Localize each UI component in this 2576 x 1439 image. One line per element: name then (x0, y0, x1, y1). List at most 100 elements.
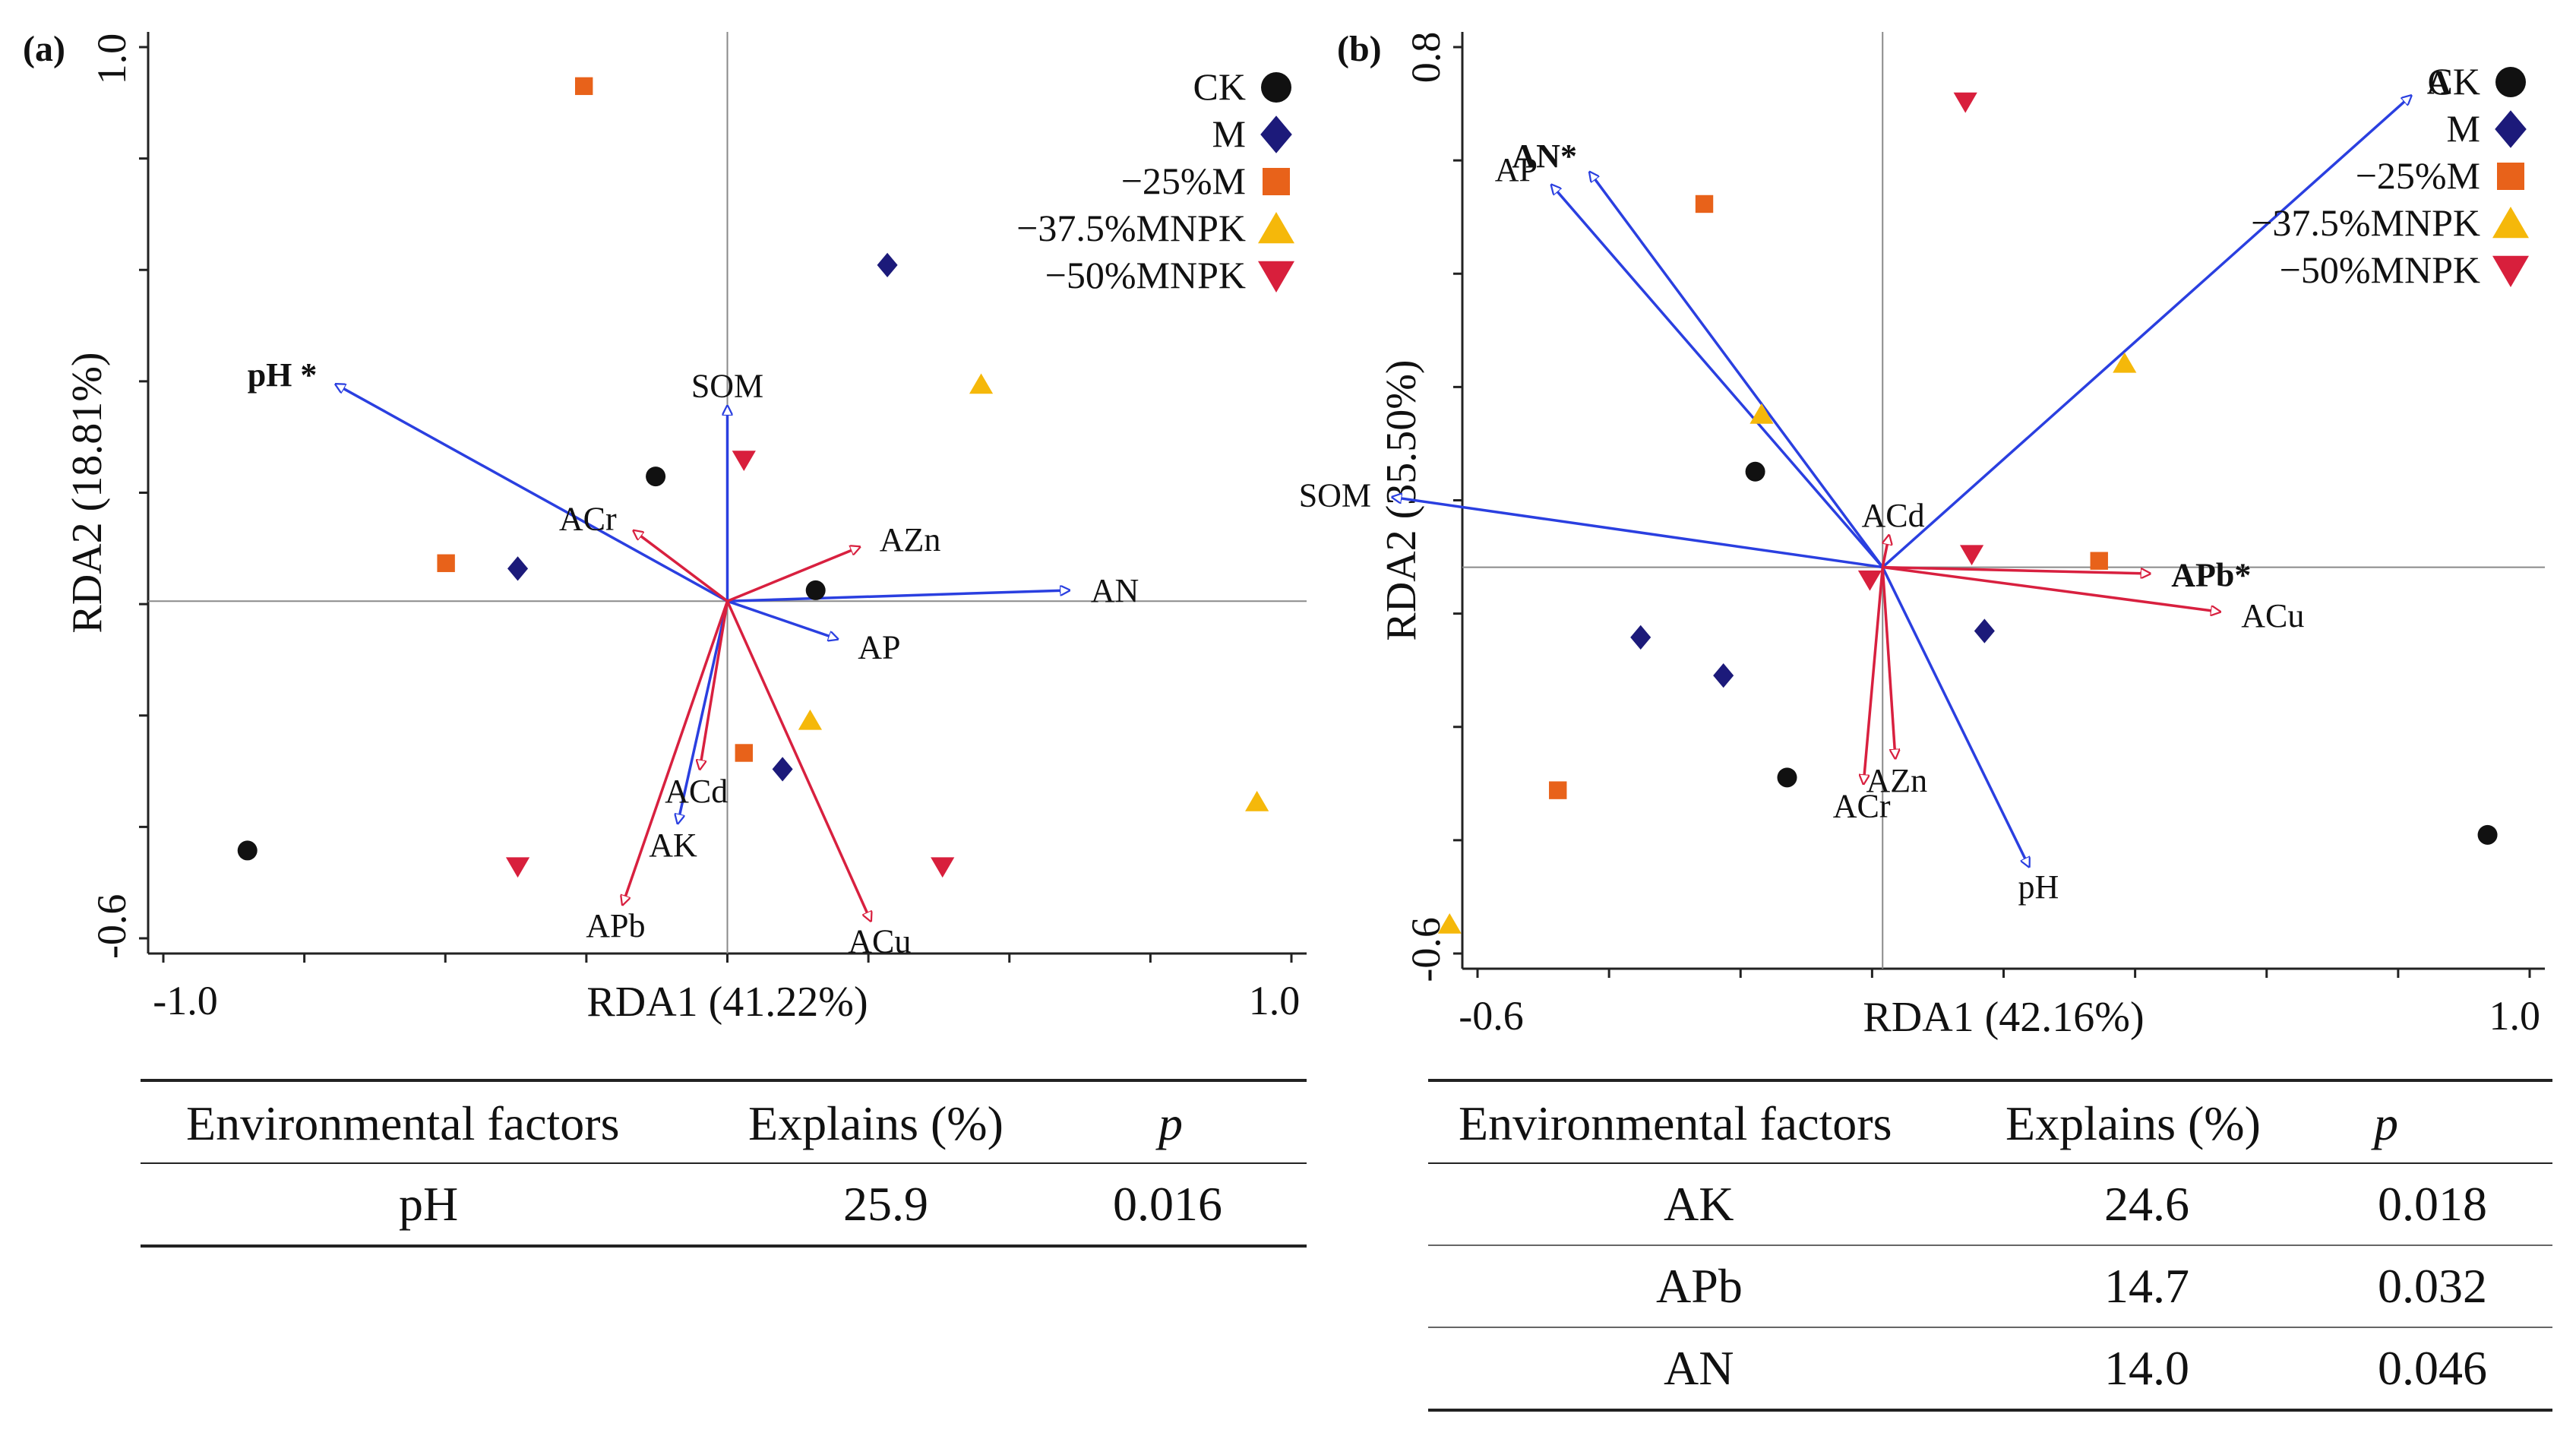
point-minus50MNPK (1857, 570, 1882, 591)
metal-arrow (1882, 565, 2150, 574)
point-minus37MNPK (969, 373, 994, 394)
point-minus25M (574, 77, 593, 96)
table-a-row-p: 0.016 (1113, 1177, 1222, 1231)
table-b-row-rule (1428, 1327, 2552, 1328)
point-minus50MNPK (505, 857, 530, 878)
legend-marker-M (2495, 110, 2527, 148)
table-b-top-rule (1428, 1079, 2552, 1082)
env-arrow (1392, 497, 1883, 569)
table-b-row-p: 0.018 (2378, 1177, 2487, 1231)
point-M (772, 757, 793, 782)
legend-marker-minus50MNPK (1258, 261, 1294, 293)
legend-label: −37.5%MNPK (1016, 207, 1246, 249)
panel-a-rda-plot: -1.0 1.0 -0.6 1.0 RDA1 (41.22%) RDA2 (18.81%)… (23, 29, 1307, 1026)
env-arrow (727, 590, 1070, 602)
y-tick-label: 0.8 (1403, 32, 1449, 84)
point-minus50MNPK (931, 857, 955, 878)
legend-label: −25%M (2356, 154, 2480, 197)
x-tick-label: 1.0 (2489, 993, 2540, 1039)
env-arrow-label: AN (1091, 572, 1139, 609)
point-minus25M (437, 554, 455, 572)
table-a-header-factor: Environmental factors (186, 1096, 620, 1150)
table-b-header-factor: Environmental factors (1459, 1096, 1892, 1150)
legend-marker-minus50MNPK (2492, 255, 2529, 287)
legend-marker-minus37MNPK (2492, 207, 2529, 239)
table-b-row-factor: AK (1664, 1177, 1734, 1231)
metal-arrow (726, 547, 860, 602)
x-tick-label: 1.0 (1249, 978, 1301, 1023)
point-CK (1745, 461, 1765, 482)
legend-label: −50%MNPK (1045, 254, 1246, 296)
table-b-row-factor: AN (1664, 1341, 1734, 1395)
table-b-row-p: 0.046 (2378, 1341, 2487, 1395)
env-arrow (336, 384, 729, 602)
metal-arrow-label: ACr (559, 501, 617, 538)
env-arrow-label: SOM (1299, 476, 1371, 514)
metal-arrow (1881, 567, 1895, 759)
point-minus37MNPK (1245, 790, 1269, 811)
point-M (877, 252, 898, 277)
legend-label: −37.5%MNPK (2251, 201, 2480, 244)
table-a-header-p: p (1158, 1096, 1183, 1150)
table-b-row-explains: 14.0 (2104, 1341, 2189, 1395)
metal-arrow (623, 600, 729, 905)
metal-arrow-label: APb* (2171, 557, 2251, 594)
metal-arrow-label: AZn (1866, 762, 1928, 799)
point-minus50MNPK (1953, 92, 1977, 113)
legend-label: M (2447, 107, 2480, 150)
point-minus25M (2090, 552, 2108, 570)
metal-arrow-label: ACr (1833, 788, 1891, 825)
env-arrow-label: pH * (248, 356, 318, 394)
y-tick-label: 1.0 (89, 33, 134, 85)
metal-arrow (1863, 567, 1884, 784)
y-axis-title: RDA2 (18.81%) (64, 352, 111, 633)
point-CK (646, 466, 666, 487)
env-arrow-label: AK (649, 827, 697, 864)
metal-arrow-label: ACu (848, 923, 911, 960)
env-arrow-label: AN* (1512, 138, 1577, 175)
legend-label: −50%MNPK (2280, 248, 2480, 291)
metal-arrow-label: ACd (665, 773, 728, 810)
legend-marker-CK (1261, 72, 1291, 103)
legend-marker-minus25M (1263, 168, 1290, 195)
y-tick-label: -0.6 (89, 894, 134, 959)
table-a-bottom-rule (141, 1244, 1307, 1248)
table-a-top-rule (141, 1079, 1307, 1082)
env-arrow-label: AP (1495, 151, 1538, 188)
point-minus25M (1549, 781, 1567, 799)
point-minus25M (735, 744, 753, 762)
point-CK (237, 840, 258, 861)
point-M (1630, 625, 1651, 650)
table-a-mid-rule (141, 1162, 1307, 1164)
point-minus37MNPK (1749, 403, 1774, 424)
point-CK (805, 580, 826, 600)
table-b-bottom-rule (1428, 1409, 2552, 1412)
x-axis-title: RDA1 (42.16%) (1863, 994, 2144, 1041)
env-arrow (678, 600, 729, 824)
point-minus25M (1695, 195, 1714, 213)
metal-arrow (1882, 565, 2220, 612)
table-b-row-rule (1428, 1244, 2552, 1246)
table-b-row-factor: APb (1656, 1259, 1743, 1313)
table-b-row-explains: 24.6 (2104, 1177, 2189, 1231)
point-minus50MNPK (1959, 545, 1984, 566)
x-tick-label: -1.0 (153, 978, 217, 1023)
legend-label: CK (2428, 60, 2480, 103)
metal-arrow (634, 530, 729, 602)
metal-arrow-label: ACu (2241, 597, 2304, 634)
point-CK (1777, 767, 1797, 788)
x-axis-title: RDA1 (41.22%) (586, 979, 868, 1026)
env-arrow (726, 599, 838, 639)
point-minus37MNPK (798, 709, 823, 730)
legend-marker-M (1260, 115, 1292, 153)
legend-marker-minus25M (2497, 163, 2524, 190)
table-b-header-explains: Explains (%) (2005, 1096, 2261, 1150)
env-arrow-label: A (2427, 64, 2451, 101)
x-tick-label: -0.6 (1459, 993, 1523, 1039)
metal-arrow (1881, 536, 1889, 568)
legend-label: M (1212, 112, 1246, 155)
legend-marker-CK (2495, 67, 2526, 97)
env-arrow (1881, 566, 2029, 867)
